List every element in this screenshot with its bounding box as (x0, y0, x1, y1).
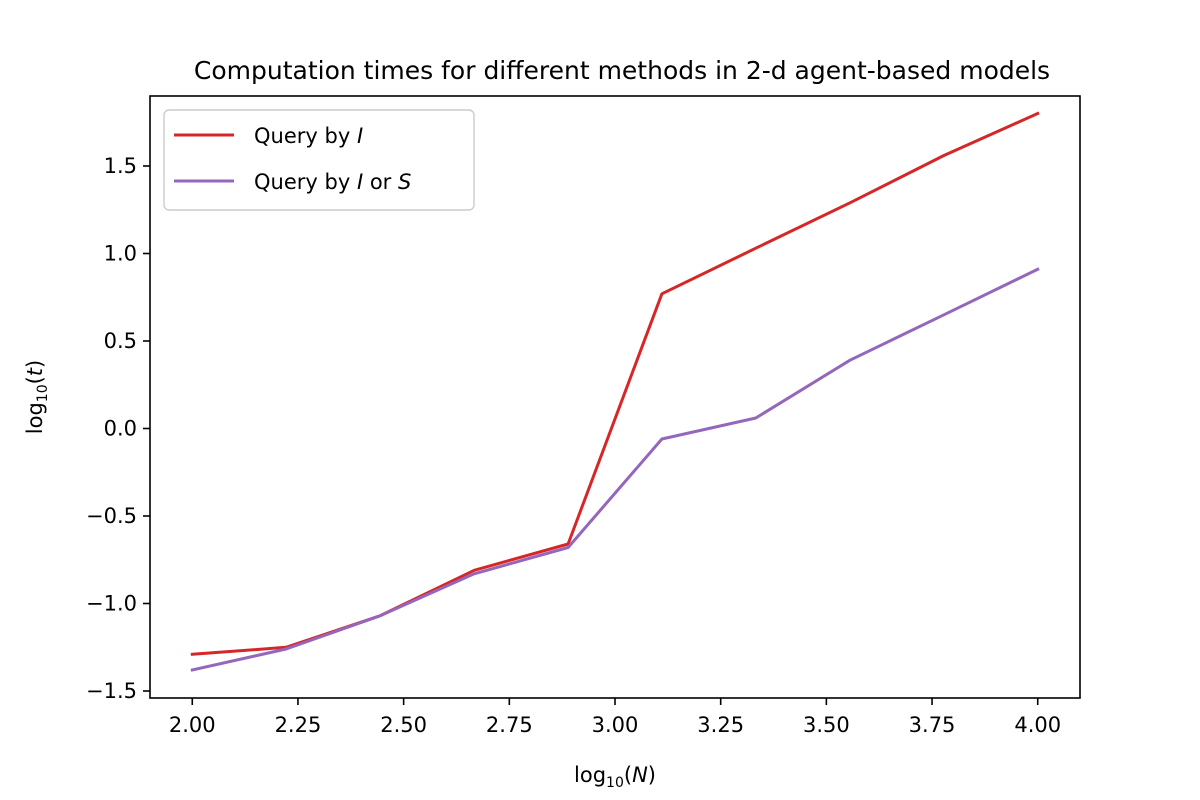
x-tick-label: 3.50 (803, 713, 850, 737)
x-tick-label: 2.75 (486, 713, 533, 737)
x-tick-label: 3.00 (592, 713, 639, 737)
y-tick-label: −1.5 (86, 679, 137, 703)
y-tick-label: 0.5 (104, 329, 137, 353)
series-lines (190, 111, 1040, 672)
x-tick-label: 2.00 (169, 713, 216, 737)
legend-box (163, 109, 475, 211)
y-tick-label: 0.0 (104, 417, 137, 441)
x-axis-label: log10(N) (574, 763, 656, 791)
series-line-1 (190, 267, 1040, 672)
y-tick-label: −1.0 (86, 592, 137, 616)
legend: Query by I Query by I or S (163, 109, 475, 211)
x-tick-label: 3.75 (909, 713, 956, 737)
x-tick-label: 2.25 (275, 713, 322, 737)
y-tick-label: 1.0 (104, 242, 137, 266)
legend-label-query-by-i: Query by I (254, 124, 363, 148)
x-axis: 2.00 2.25 2.50 2.75 3.00 3.25 3.50 3.75 4.00 (169, 698, 1061, 737)
x-tick-label: 3.25 (697, 713, 744, 737)
x-tick-label: 2.50 (380, 713, 427, 737)
y-tick-label: 1.5 (104, 154, 137, 178)
chart-title: Computation times for different methods … (194, 56, 1050, 85)
y-axis: −1.5 −1.0 −0.5 0.0 0.5 1.0 1.5 (86, 154, 150, 703)
x-tick-label: 4.00 (1014, 713, 1061, 737)
y-axis-label: log10(t) (23, 360, 51, 434)
y-tick-label: −0.5 (86, 504, 137, 528)
legend-label-query-by-i-or-s: Query by I or S (254, 170, 411, 194)
